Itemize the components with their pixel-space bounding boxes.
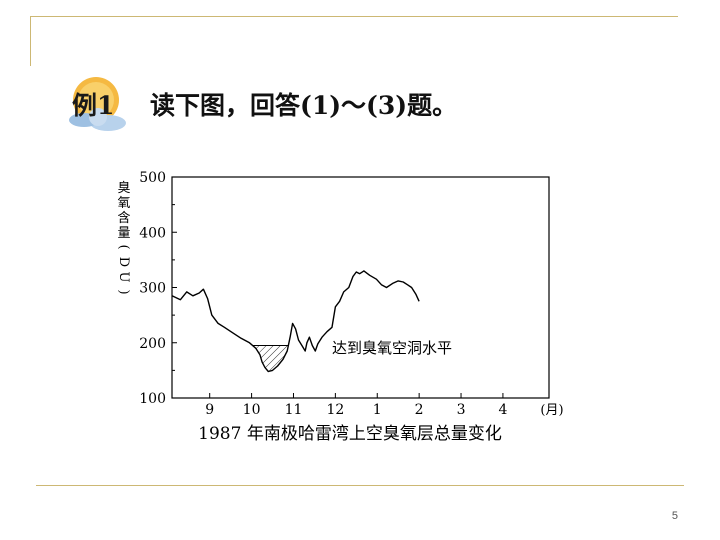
x-tick-label: 1 [373,402,382,418]
series-layer [171,270,420,373]
question-text: 读下图，回答(1)～(3)题。 [150,91,458,120]
ozone-chart: 100 200 300 400 500 9 10 11 12 1 2 3 4 (月) 臭氧含量(D U) 198… [100,165,580,455]
y-tick-label: 100 [139,391,166,407]
y-axis-label-char: ( [116,244,131,249]
x-tick-label: 12 [326,402,344,418]
y-tick-label: 300 [139,281,166,297]
x-tick-label: 3 [457,402,466,418]
y-axis-label-char: U [116,272,131,283]
x-tick-label: 10 [243,402,261,418]
y-axis-label-char: ) [116,289,131,294]
frame-left-line [30,16,31,66]
axes-layer [171,176,550,399]
x-axis-label: (月) [540,403,563,418]
page-number: 5 [671,510,678,522]
weather-sun-cloud-icon [69,77,126,131]
x-tick-label: 4 [498,402,507,418]
y-tick-label: 200 [139,336,166,352]
frame-bottom-line [36,485,684,486]
ozone-hole-hatched-area [252,345,289,372]
ozone-series-line [171,270,420,373]
chart-title: 1987 年南极哈雷湾上空臭氧层总量变化 [198,424,502,444]
plot-frame [171,176,550,399]
frame-top-line [30,16,678,17]
example-badge-label: 例1 [72,91,115,120]
y-axis-label-char: 氧 [117,196,130,211]
threshold-annotation: 达到臭氧空洞水平 [332,339,452,357]
hatched-area-layer [252,345,289,372]
y-axis-label-char: 量 [117,226,130,241]
y-axis-label-char: 含 [117,210,130,226]
x-tick-label: 2 [415,402,424,418]
y-axis-label-char: D [116,257,131,267]
y-axis-label-char: 臭 [117,181,130,196]
y-tick-label: 400 [139,225,166,241]
x-tick-label: 9 [205,402,214,418]
y-tick-label: 500 [139,170,166,186]
x-tick-label: 11 [285,402,303,418]
